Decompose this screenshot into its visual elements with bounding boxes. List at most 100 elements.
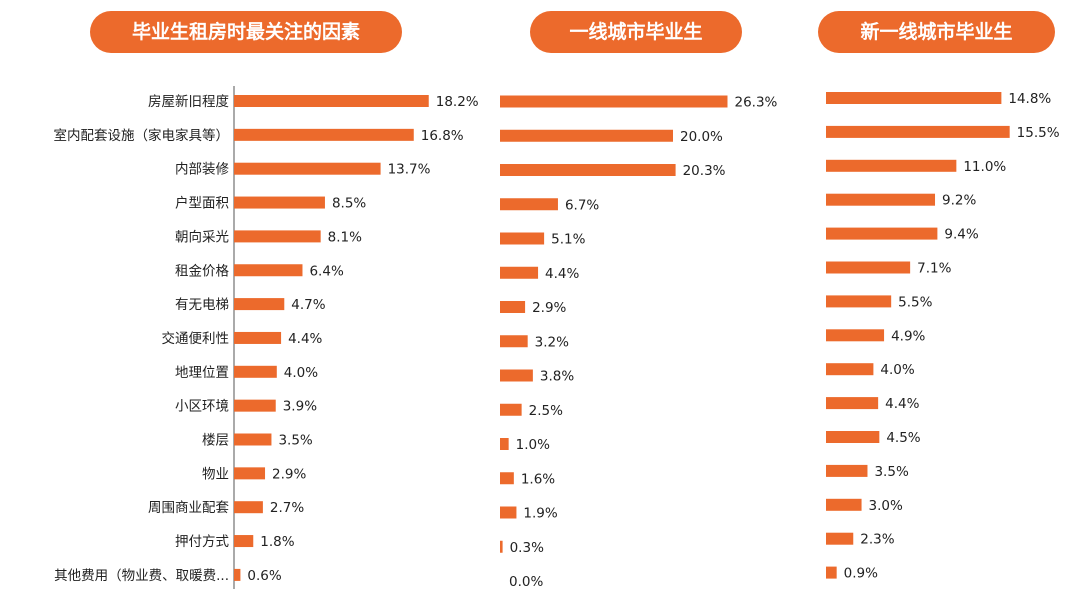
data-label: 1.9% — [523, 506, 557, 522]
category-label: 其他费用（物业费、取暖费... — [54, 568, 229, 584]
category-label: 租金价格 — [175, 263, 229, 279]
category-label: 楼层 — [202, 433, 229, 449]
bar — [234, 365, 277, 378]
data-label: 6.7% — [565, 197, 599, 213]
bar — [500, 232, 545, 245]
data-label: 14.8% — [1008, 91, 1051, 107]
bar — [826, 566, 837, 579]
bar — [234, 467, 266, 480]
data-label: 3.5% — [278, 433, 312, 449]
bar — [826, 498, 862, 511]
category-label: 户型面积 — [175, 195, 229, 212]
data-label: 7.1% — [917, 261, 951, 277]
category-label: 地理位置 — [175, 365, 229, 381]
data-label: 4.0% — [284, 365, 318, 381]
bar — [500, 164, 676, 176]
bar — [826, 261, 911, 274]
bar — [826, 125, 1010, 138]
data-label: 8.5% — [332, 196, 366, 212]
bar — [234, 162, 381, 175]
bar — [500, 198, 558, 211]
data-label: 13.7% — [388, 162, 431, 178]
bar — [500, 369, 533, 382]
data-label: 5.5% — [898, 294, 932, 310]
category-label: 物业 — [202, 466, 229, 482]
bar — [826, 329, 885, 342]
bar — [234, 95, 429, 107]
bar — [234, 230, 321, 243]
bar — [234, 264, 303, 277]
data-label: 4.4% — [288, 331, 322, 347]
bar — [234, 501, 263, 514]
bar — [500, 335, 528, 348]
bar — [826, 159, 957, 172]
data-label: 9.2% — [942, 193, 976, 209]
bar — [234, 535, 254, 548]
bar — [234, 399, 276, 412]
data-label: 16.8% — [421, 128, 464, 144]
data-label: 3.2% — [535, 334, 569, 350]
bar — [826, 397, 879, 410]
bar — [234, 298, 285, 311]
bar — [500, 95, 728, 108]
bar — [826, 363, 874, 376]
data-label: 0.0% — [509, 574, 543, 590]
bar — [500, 540, 503, 553]
bar — [500, 438, 509, 450]
bar — [826, 193, 936, 206]
category-label: 有无电梯 — [175, 297, 229, 313]
data-label: 0.9% — [844, 566, 878, 582]
data-label: 2.3% — [860, 532, 894, 548]
category-label: 周围商业配套 — [148, 500, 229, 516]
category-label: 小区环境 — [175, 399, 229, 415]
bar — [500, 129, 673, 142]
data-label: 3.0% — [869, 498, 903, 514]
data-label: 2.9% — [272, 466, 306, 482]
category-label: 室内配套设施（家电家具等） — [54, 127, 230, 144]
category-label: 押付方式 — [175, 534, 229, 550]
data-label: 20.3% — [683, 163, 726, 179]
data-label: 1.6% — [521, 471, 555, 487]
bar — [234, 433, 272, 446]
data-label: 1.0% — [516, 437, 550, 453]
bar — [826, 532, 854, 545]
data-label: 4.4% — [885, 396, 919, 412]
bar — [500, 403, 522, 416]
data-label: 4.0% — [880, 362, 914, 378]
data-label: 15.5% — [1017, 125, 1060, 141]
bar — [500, 301, 526, 313]
data-label: 26.3% — [734, 95, 777, 111]
panel-title-new-tier1: 新一线城市毕业生 — [818, 11, 1055, 53]
bar — [234, 196, 325, 209]
data-label: 11.0% — [963, 159, 1006, 175]
bar — [500, 472, 514, 485]
data-label: 0.3% — [510, 540, 544, 556]
data-label: 18.2% — [436, 94, 479, 110]
data-label: 2.9% — [532, 300, 566, 316]
category-label: 内部装修 — [175, 162, 229, 178]
bar — [234, 331, 282, 344]
data-label: 5.1% — [551, 232, 585, 248]
data-label: 3.5% — [874, 464, 908, 480]
data-label: 3.9% — [283, 399, 317, 415]
data-label: 4.9% — [891, 328, 925, 344]
data-label: 3.8% — [540, 369, 574, 385]
panel-title-tier1: 一线城市毕业生 — [530, 11, 742, 53]
bar — [826, 227, 938, 240]
data-label: 0.6% — [247, 568, 281, 584]
data-label: 2.5% — [529, 403, 563, 419]
bar — [234, 128, 414, 141]
data-label: 8.1% — [328, 229, 362, 245]
data-label: 9.4% — [944, 227, 978, 243]
panel-title-overall: 毕业生租房时最关注的因素 — [90, 11, 402, 53]
data-label: 2.7% — [270, 500, 304, 516]
bar — [500, 266, 539, 279]
category-label: 朝向采光 — [175, 229, 229, 245]
data-label: 4.7% — [291, 297, 325, 313]
bar — [826, 92, 1002, 104]
data-label: 4.4% — [545, 266, 579, 282]
bar — [234, 568, 241, 581]
bar — [826, 295, 892, 308]
data-label: 4.5% — [886, 430, 920, 446]
